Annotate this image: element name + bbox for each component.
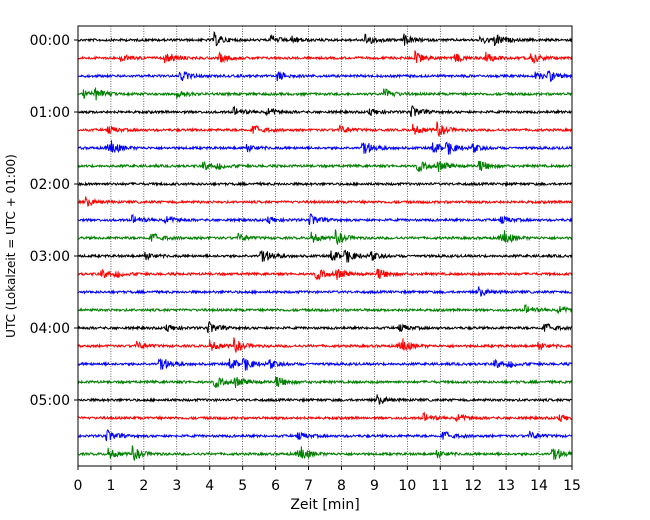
seismogram-trace (77, 87, 573, 101)
seismogram-trace (77, 411, 573, 423)
seismogram-trace (77, 31, 573, 47)
seismogram-trace (77, 357, 573, 371)
y-tick-label: 02:00 (30, 177, 70, 193)
seismogram-trace (77, 337, 573, 353)
seismogram-trace (77, 376, 573, 389)
x-tick-label: 10 (398, 478, 416, 494)
seismogram-trace (77, 49, 573, 65)
x-tick-label: 14 (530, 478, 548, 494)
x-tick-label: 5 (238, 478, 247, 494)
seismogram-trace (77, 394, 573, 405)
x-tick-label: 4 (205, 478, 214, 494)
seismogram-trace (77, 196, 573, 207)
y-axis-label: UTC (Lokalzeit = UTC + 01:00) (4, 154, 18, 338)
y-tick-label: 01:00 (30, 105, 70, 121)
seismogram-trace (77, 140, 573, 155)
seismogram-trace (77, 160, 573, 173)
y-axis-ticks: 00:00 01:00 02:00 03:00 04:00 05:00 (30, 33, 78, 409)
grid-lines (110, 26, 540, 466)
x-axis-ticks: 0 1 2 3 4 5 6 7 8 9 10 11 12 13 14 15 (74, 466, 581, 494)
x-tick-label: 0 (74, 478, 83, 494)
seismogram-trace (77, 180, 573, 188)
x-tick-label: 15 (563, 478, 581, 494)
x-tick-label: 7 (304, 478, 313, 494)
x-axis-label: Zeit [min] (290, 497, 359, 513)
x-tick-label: 12 (464, 478, 482, 494)
x-tick-label: 6 (271, 478, 280, 494)
x-tick-label: 8 (337, 478, 346, 494)
seismogram-trace (77, 249, 573, 263)
seismogram-trace (77, 229, 573, 245)
seismogram-trace (77, 213, 573, 226)
x-tick-label: 1 (106, 478, 115, 494)
y-tick-label: 05:00 (30, 393, 70, 409)
seismogram-trace (77, 105, 573, 118)
x-tick-label: 9 (370, 478, 379, 494)
seismogram-trace (77, 429, 573, 442)
seismogram-trace (77, 70, 573, 82)
y-tick-label: 00:00 (30, 33, 70, 49)
seismogram-trace (77, 121, 573, 137)
x-tick-label: 3 (172, 478, 181, 494)
x-tick-label: 11 (431, 478, 449, 494)
seismogram-trace (77, 268, 573, 281)
y-tick-label: 03:00 (30, 249, 70, 265)
seismogram-trace (77, 445, 573, 461)
x-tick-label: 13 (497, 478, 515, 494)
x-tick-label: 2 (139, 478, 148, 494)
seismogram-trace (77, 286, 573, 297)
plot-frame (77, 25, 573, 467)
seismogram-trace (77, 321, 573, 334)
y-tick-label: 04:00 (30, 321, 70, 337)
trace-lines (77, 31, 573, 461)
seismogram-trace (77, 303, 573, 315)
